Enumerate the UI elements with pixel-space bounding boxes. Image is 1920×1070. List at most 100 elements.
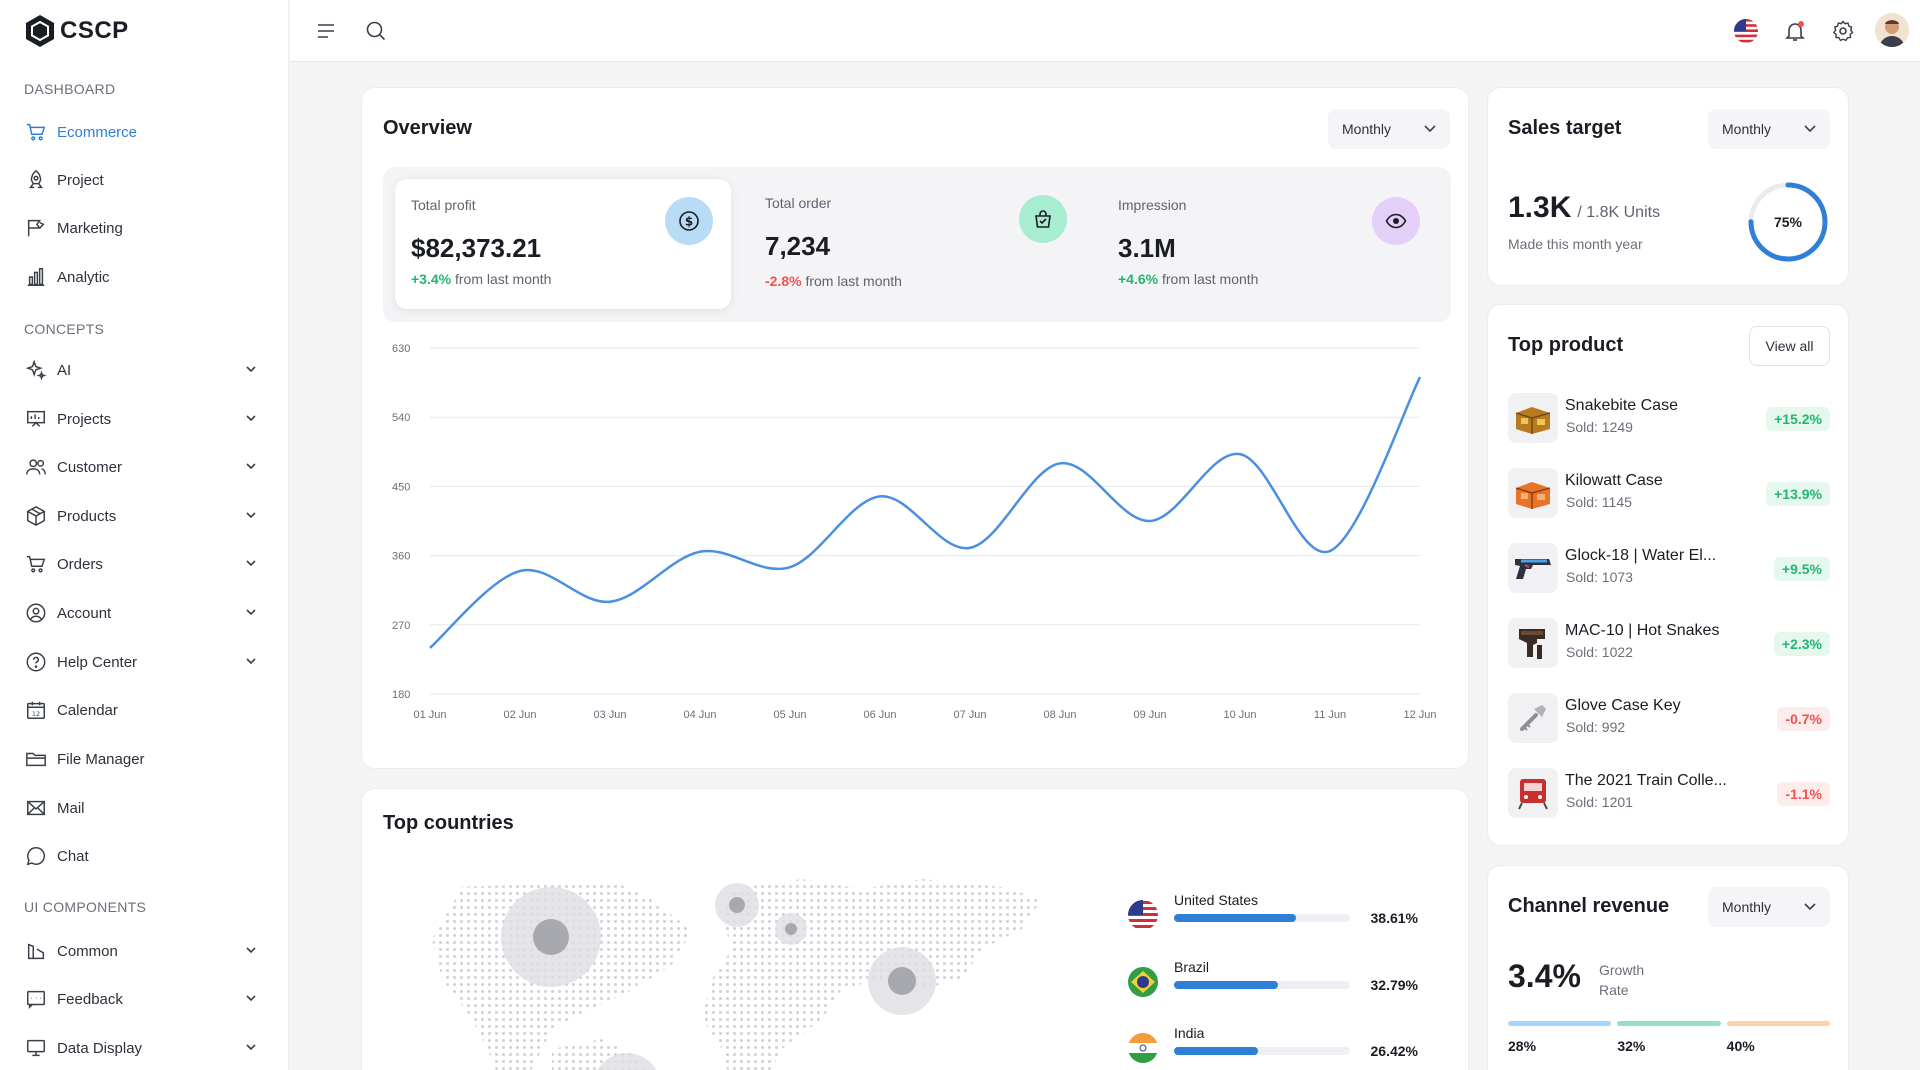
sidebar-item-label: Account [57, 604, 112, 622]
section-title-concepts: CONCEPTS [24, 321, 105, 337]
sidebar: CSCP DASHBOARD Ecommerce Project Marketi… [0, 0, 289, 1070]
channel-revenue-card: Channel revenue Monthly 3.4% Growth Rate… [1487, 865, 1849, 1070]
stat-total-order[interactable]: Total order 7,234 -2.8% from last month [749, 179, 1085, 309]
x-tick-label: 03 Jun [593, 709, 626, 721]
product-row[interactable]: Glock-18 | Water El... Sold: 1073 +9.5% [1508, 539, 1830, 595]
sidebar-item-products[interactable]: Products [24, 499, 264, 533]
product-row[interactable]: Snakebite Case Sold: 1249 +15.2% [1508, 389, 1830, 445]
channel-bar [1726, 1021, 1830, 1026]
chevron-down-icon [244, 362, 258, 381]
sidebar-item-account[interactable]: Account [24, 596, 264, 630]
sales-target-caption: Made this month year [1508, 236, 1643, 252]
country-name: United States [1174, 892, 1259, 908]
product-row[interactable]: Kilowatt Case Sold: 1145 +13.9% [1508, 464, 1830, 520]
search-button[interactable] [362, 17, 390, 45]
search-icon [366, 21, 386, 41]
gear-icon [1832, 20, 1854, 42]
stat-value: 7,234 [765, 231, 831, 261]
sidebar-item-help-center[interactable]: Help Center [24, 645, 264, 679]
channel-percent: 32% [1617, 1038, 1646, 1054]
stat-change-value: +4.6% [1118, 271, 1159, 287]
product-sold: Sold: 1249 [1566, 419, 1633, 435]
sidebar-item-label: Products [57, 507, 117, 525]
sidebar-item-file-manager[interactable]: File Manager [24, 742, 264, 776]
channel-bar [1617, 1021, 1721, 1026]
sidebar-item-ai[interactable]: AI [24, 353, 264, 387]
sidebar-item-mail[interactable]: Mail [24, 791, 264, 825]
caption-line: Rate [1599, 982, 1629, 998]
brand-logo[interactable]: CSCP [24, 14, 129, 48]
top-countries-title: Top countries [383, 812, 514, 834]
product-name: Snakebite Case [1565, 397, 1678, 414]
case-snakebite-icon [1508, 393, 1558, 443]
product-change-badge: +2.3% [1773, 632, 1830, 656]
stat-change-value: -2.8% [765, 273, 802, 289]
stat-change: -2.8% from last month [765, 273, 902, 289]
menu-toggle-button[interactable] [312, 17, 340, 45]
sidebar-item-feedback[interactable]: Feedback [24, 982, 264, 1016]
view-all-button[interactable]: View all [1749, 326, 1830, 366]
channel-revenue-period-value: Monthly [1722, 899, 1772, 915]
x-tick-label: 07 Jun [953, 709, 986, 721]
stat-impression[interactable]: Impression 3.1M +4.6% from last month [1102, 179, 1438, 309]
sidebar-item-calendar[interactable]: 12 Calendar [24, 693, 264, 727]
sidebar-item-customer[interactable]: Customer [24, 450, 264, 484]
product-row[interactable]: The 2021 Train Colle... Sold: 1201 -1.1% [1508, 764, 1830, 820]
product-change-badge: +13.9% [1766, 482, 1830, 506]
sidebar-item-projects[interactable]: Projects [24, 402, 264, 436]
section-title-dashboard: DASHBOARD [24, 81, 116, 97]
top-product-card: Top product View all Snakebite Case Sold… [1487, 304, 1849, 846]
country-row-brazil: Brazil 32.79% [1128, 953, 1418, 1009]
overview-period-value: Monthly [1342, 121, 1392, 137]
sidebar-item-orders[interactable]: Orders [24, 547, 264, 581]
sidebar-item-label: AI [57, 361, 72, 379]
case-kilowatt-icon [1508, 468, 1558, 518]
stat-total-profit[interactable]: Total profit $82,373.21 +3.4% from last … [395, 179, 731, 309]
product-row[interactable]: Glove Case Key Sold: 992 -0.7% [1508, 689, 1830, 745]
country-progress-bar [1174, 1047, 1258, 1055]
country-row-india: India 26.42% [1128, 1019, 1418, 1070]
progress-ring-arc [1748, 182, 1828, 262]
chart-series-line [429, 376, 1422, 649]
us-flag-icon [1734, 19, 1758, 43]
settings-button[interactable] [1829, 17, 1857, 45]
sidebar-item-analytic[interactable]: Analytic [24, 260, 264, 294]
user-avatar[interactable] [1875, 13, 1909, 47]
sidebar-item-ecommerce[interactable]: Ecommerce [24, 115, 264, 149]
overview-line-chart: 630 540 450 360 270 180 01 Jun 02 Jun 03 Jun 04 … [392, 343, 1437, 721]
sparkle-icon [24, 358, 48, 382]
svg-text:12: 12 [32, 710, 40, 718]
channel-revenue-value: 3.4% [1508, 958, 1581, 994]
smg-icon [1508, 618, 1558, 668]
sidebar-item-marketing[interactable]: Marketing [24, 211, 264, 245]
stat-label: Impression [1118, 197, 1187, 213]
y-tick-label: 450 [392, 481, 410, 493]
sidebar-item-label: Ecommerce [57, 123, 138, 141]
sidebar-item-common[interactable]: Common [24, 934, 264, 968]
product-name: Kilowatt Case [1565, 472, 1663, 489]
sidebar-item-label: Help Center [57, 653, 138, 671]
us-flag-icon [1128, 900, 1158, 930]
channel-revenue-period-select[interactable]: Monthly [1708, 887, 1830, 927]
sidebar-item-chat[interactable]: Chat [24, 839, 264, 873]
product-row[interactable]: MAC-10 | Hot Snakes Sold: 1022 +2.3% [1508, 614, 1830, 670]
sales-target-period-select[interactable]: Monthly [1708, 109, 1830, 149]
country-name: Brazil [1174, 959, 1210, 975]
top-bar [290, 0, 1920, 62]
stat-change: +4.6% from last month [1118, 271, 1258, 287]
chevron-down-icon [244, 943, 258, 962]
y-tick-label: 270 [392, 620, 410, 632]
world-map [432, 879, 1042, 1070]
sidebar-item-project[interactable]: Project [24, 163, 264, 197]
notifications-button[interactable] [1781, 17, 1809, 45]
x-tick-label: 05 Jun [773, 709, 806, 721]
sidebar-item-label: Orders [57, 555, 103, 573]
sidebar-item-data-display[interactable]: Data Display [24, 1031, 264, 1065]
overview-period-select[interactable]: Monthly [1328, 109, 1450, 149]
stat-change-suffix: from last month [454, 271, 552, 287]
country-percent: 38.61% [1370, 910, 1418, 926]
sales-target-percent: 75% [1774, 214, 1803, 230]
product-name: MAC-10 | Hot Snakes [1565, 622, 1720, 639]
monitor-icon [24, 1036, 48, 1060]
language-switcher[interactable] [1732, 17, 1760, 45]
